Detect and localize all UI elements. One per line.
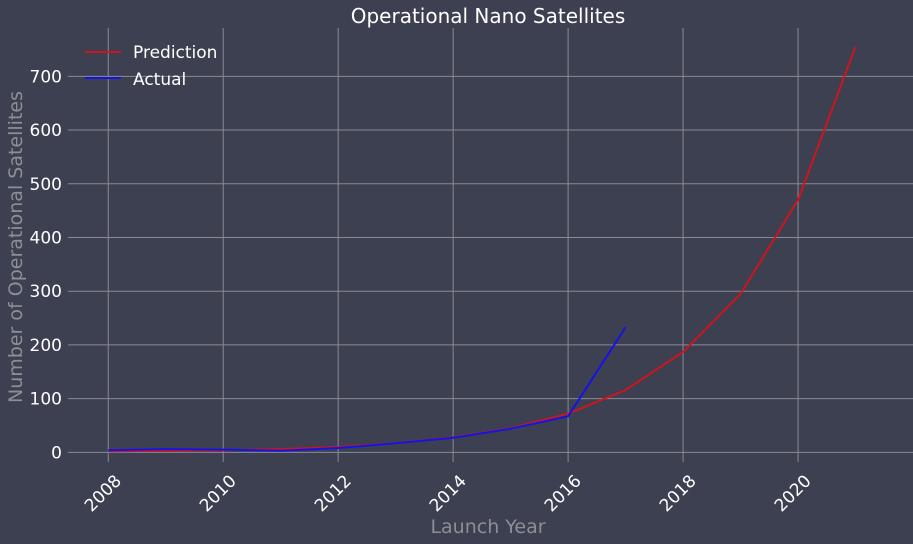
y-axis-label: Number of Operational Satellites [5,91,27,403]
x-tick-label: 2012 [311,471,356,516]
y-tick-label: 400 [30,228,62,248]
legend: Prediction Actual [85,43,217,90]
y-tick-label: 300 [30,282,62,302]
x-tick-label: 2014 [426,471,471,516]
x-tick-label: 2008 [81,471,126,516]
series-line-prediction [108,46,857,453]
y-tick-label: 600 [30,121,62,141]
y-tick-labels: 0 100 200 300 400 500 600 700 [30,67,62,463]
x-tick-label: 2018 [656,471,701,516]
y-tick-label: 0 [51,443,62,463]
chart-title: Operational Nano Satellites [351,4,626,28]
x-tick-label: 2010 [196,471,241,516]
grid [68,28,913,462]
y-tick-label: 500 [30,175,62,195]
y-tick-label: 200 [30,336,62,356]
x-axis-label: Launch Year [430,516,545,538]
x-tick-labels: 2008 2010 2012 2014 2016 2018 2020 [81,471,816,516]
series-line-actual [108,326,627,452]
x-tick-label: 2016 [541,471,586,516]
y-tick-label: 700 [30,67,62,87]
legend-label-actual: Actual [133,70,186,90]
legend-label-prediction: Prediction [133,43,217,63]
y-tick-label: 100 [30,390,62,410]
series-lines [108,46,857,453]
x-tick-label: 2020 [771,471,816,516]
